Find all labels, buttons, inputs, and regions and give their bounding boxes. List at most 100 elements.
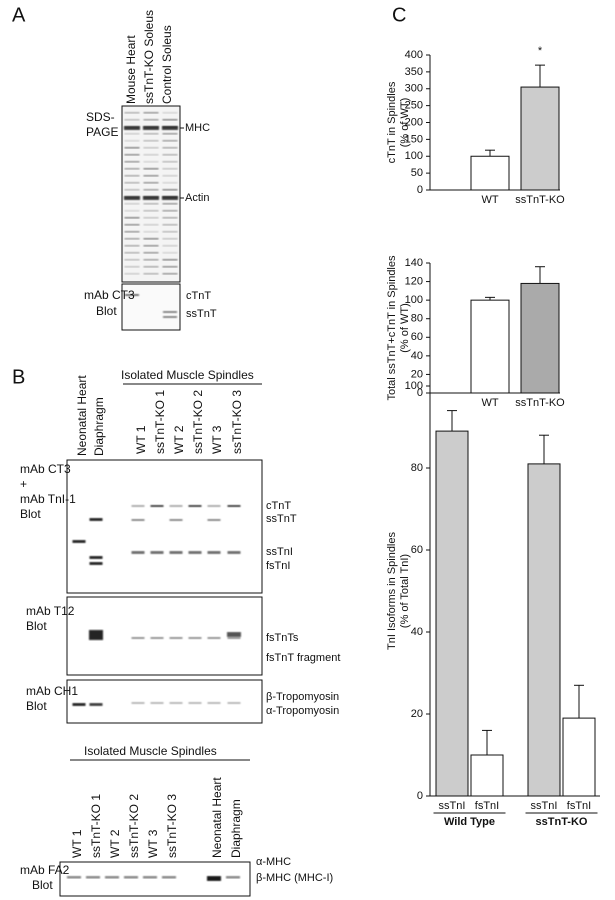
blot <box>121 283 181 331</box>
band <box>124 245 140 247</box>
band <box>162 154 178 156</box>
band <box>143 175 159 177</box>
band <box>207 551 221 554</box>
band <box>143 196 159 200</box>
band <box>124 126 140 130</box>
band <box>124 182 140 184</box>
label: MHC <box>185 122 210 134</box>
band <box>207 637 221 639</box>
band <box>227 702 241 704</box>
label: mAb CH1 <box>26 684 78 698</box>
band <box>188 505 202 507</box>
band <box>162 217 178 219</box>
y-tick-label: 0 <box>417 790 423 802</box>
band <box>143 112 159 114</box>
band <box>162 133 178 135</box>
band <box>124 273 140 275</box>
band <box>124 266 140 268</box>
band <box>124 210 140 212</box>
lane-label: Mouse Heart <box>124 35 138 104</box>
band <box>124 154 140 156</box>
band <box>162 266 178 268</box>
band <box>143 210 159 212</box>
band <box>67 876 81 879</box>
blot <box>66 679 263 724</box>
y-tick-label: 150 <box>405 133 423 145</box>
band <box>207 876 221 881</box>
x-tick-label: WT <box>481 397 498 409</box>
label: Isolated Muscle Spindles <box>84 744 217 758</box>
band <box>162 182 178 184</box>
band <box>162 224 178 226</box>
band <box>131 505 145 507</box>
band <box>162 245 178 247</box>
band <box>124 119 140 121</box>
y-tick-label: 100 <box>405 380 423 392</box>
band <box>188 637 202 639</box>
label: Blot <box>26 619 47 633</box>
y-tick-label: 80 <box>411 313 423 325</box>
band <box>89 518 103 521</box>
lane-label: ssTnT-KO 2 <box>127 794 141 858</box>
label: Isolated Muscle Spindles <box>121 368 254 382</box>
y-tick-label: 20 <box>411 368 423 380</box>
band <box>143 266 159 268</box>
panel-label: C <box>392 4 406 26</box>
y-tick-label: 350 <box>405 66 423 78</box>
lane-label: ssTnT-KO 1 <box>153 390 167 454</box>
group-label: ssTnT-KO <box>536 816 588 828</box>
lane-label: Diaphragm <box>92 397 106 456</box>
band <box>131 551 145 554</box>
band <box>124 133 140 135</box>
band <box>124 168 140 170</box>
label: PAGE <box>86 125 118 139</box>
band <box>169 637 183 639</box>
y-axis-label: (% of WT) <box>399 98 411 148</box>
band <box>162 112 178 114</box>
band <box>162 126 178 130</box>
x-tick-label: ssTnT-KO <box>515 397 565 409</box>
y-axis-label: TnI Isoforms in Spindles <box>386 532 398 650</box>
gel <box>121 105 181 283</box>
panel-label: B <box>12 366 25 388</box>
lane-label: WT 1 <box>70 829 84 858</box>
band <box>143 273 159 275</box>
band <box>143 252 159 254</box>
band <box>162 161 178 163</box>
y-tick-label: 140 <box>405 257 423 269</box>
x-tick-label: ssTnI <box>439 800 466 812</box>
x-tick-label: ssTnI <box>531 800 558 812</box>
lane-label: Neonatal Heart <box>75 375 89 456</box>
band <box>150 702 164 704</box>
y-tick-label: 250 <box>405 100 423 112</box>
band <box>150 505 164 507</box>
band <box>72 703 86 706</box>
y-tick-label: 40 <box>411 626 423 638</box>
bar <box>470 754 504 797</box>
label: ssTnT <box>266 513 297 525</box>
band <box>131 519 145 521</box>
label: Blot <box>20 507 41 521</box>
band <box>162 147 178 149</box>
band <box>207 505 221 507</box>
band <box>124 189 140 191</box>
band <box>89 562 103 565</box>
y-tick-label: 40 <box>411 350 423 362</box>
band <box>162 175 178 177</box>
label: Blot <box>26 699 47 713</box>
band <box>143 126 159 130</box>
band <box>143 217 159 219</box>
band <box>124 161 140 163</box>
band <box>143 154 159 156</box>
label: cTnT <box>186 290 211 302</box>
band <box>124 259 140 261</box>
bar <box>527 463 561 797</box>
band <box>124 112 140 114</box>
band <box>162 196 178 200</box>
bar <box>470 155 510 191</box>
band <box>162 259 178 261</box>
annotation: * <box>538 45 543 57</box>
label: mAb T12 <box>26 604 75 618</box>
x-tick-label: WT <box>481 194 498 206</box>
